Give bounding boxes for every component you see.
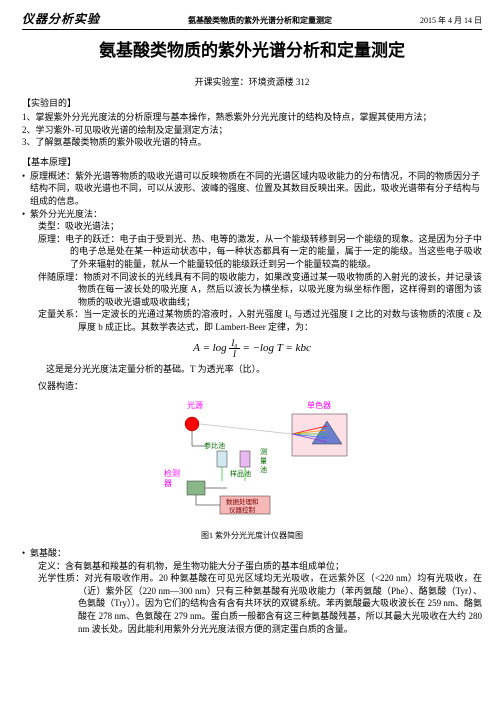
princ-text: 电子的跃迁：电子由于受到光、热、电等的激发，从一个能级转移到另一个能级的现象。这… [65, 234, 482, 269]
svg-text:量: 量 [260, 457, 267, 465]
purpose-label: 【实验目的】 [22, 96, 482, 109]
light-source-label: 光源 [187, 400, 203, 410]
spectrophotometer-diagram: 光源 单色器 参比池 测 量 池 样品池 检测 器 数据处理和 仪器控 [132, 396, 372, 526]
light-source-icon [185, 417, 199, 431]
sample-cell [240, 451, 250, 467]
quant-text: 当一定波长的光通过某物质的溶液时，入射光强度 I₀ 与透过光强度 I 之比的对数… [78, 309, 482, 332]
overview-label: 原理概述： [30, 171, 75, 181]
overview-item: 原理概述：紫外光谱等物质的吸收光谱可以反映物质在不同的光谱区域内吸收能力的分布情… [22, 170, 482, 208]
quant-label: 定量关系： [38, 309, 83, 319]
princ-label: 原理： [38, 234, 65, 244]
cond-text: 物质对不同波长的光线具有不同的吸收能力，如果改变通过某一吸收物质的入射光的波长，… [78, 272, 482, 307]
purpose-1: 1、掌握紫外分光光度法的分析原理与基本操作，熟悉紫外分光光度计的结构及特点，掌握… [22, 111, 482, 124]
type-row: 类型：吸收光谱法； [22, 220, 482, 233]
lab-room: 开课实验室：环境资源楼 312 [22, 75, 482, 88]
diagram-caption: 图1 紫外分光光度计仪器简图 [22, 530, 482, 541]
svg-text:器: 器 [164, 479, 172, 488]
detector-box [187, 481, 205, 495]
cond-row: 伴随原理：物质对不同波长的光线具有不同的吸收能力，如果改变通过某一吸收物质的入射… [22, 271, 482, 309]
purpose-2: 2、学习紫外-可见吸收光谱的绘制及定量测定方法； [22, 124, 482, 137]
reference-cell [217, 451, 227, 467]
sample-label: 样品池 [230, 469, 251, 478]
principle-row: 原理：电子的跃迁：电子由于受到光、热、电等的激发，从一个能级转移到另一个能级的现… [22, 233, 482, 271]
signal-text2: 仪器控制 [229, 505, 256, 514]
quant-row: 定量关系：当一定波长的光通过某物质的溶液时，入射光强度 I₀ 与透过光强度 I … [22, 308, 482, 333]
amino-def-text: 含有氨基和羧基的有机物，是生物功能大分子蛋白质的基本组成单位； [65, 561, 344, 571]
header-date: 2015 年 4 月 14 日 [420, 15, 482, 26]
detector-label: 检测 [164, 468, 180, 478]
overview-text: 紫外光谱等物质的吸收光谱可以反映物质在不同的光谱区域内吸收能力的分布情况，不同的… [30, 171, 480, 206]
uv-method: 紫外分光光度法： [22, 208, 482, 221]
header-center: 氨基酸类物质的紫外光谱分析和定量测定 [188, 15, 332, 26]
document-title: 氨基酸类物质的紫外光谱分析和定量测定 [22, 36, 482, 61]
svg-text:池: 池 [260, 465, 267, 474]
signal-text1: 数据处理和 [226, 497, 259, 506]
amino-def-label: 定义： [38, 561, 65, 571]
type-text: 吸收光谱法； [65, 221, 119, 231]
optical-text: 对光有吸收作用。20 种氨基酸在可见光区域均无光吸收，在远紫外区（<220 nm… [78, 573, 482, 633]
optical-row: 光学性质：对光有吸收作用。20 种氨基酸在可见光区域均无光吸收，在远紫外区（<2… [22, 572, 482, 635]
monochromator-label: 单色器 [307, 400, 331, 410]
optical-label: 光学性质： [38, 573, 85, 583]
type-label: 类型： [38, 221, 65, 231]
reference-label: 参比池 [204, 441, 225, 450]
formula: A = log I₀I = −log T = kbc [22, 338, 482, 359]
formula-note: 这是是分光光度法定量分析的基础。T 为透光率（比）。 [22, 363, 482, 376]
header-left: 仪器分析实验 [22, 10, 100, 27]
principle-label: 【基本原理】 [22, 155, 482, 168]
amino-label: 氨基酸： [22, 547, 482, 560]
measure-label: 测 [260, 448, 267, 456]
cond-label: 伴随原理： [38, 272, 83, 282]
amino-def-row: 定义：含有氨基和羧基的有机物，是生物功能大分子蛋白质的基本组成单位； [22, 560, 482, 573]
instrument-label: 仪器构造： [22, 379, 482, 392]
purpose-3: 3、了解氨基酸类物质的紫外吸收光谱的特点。 [22, 136, 482, 149]
